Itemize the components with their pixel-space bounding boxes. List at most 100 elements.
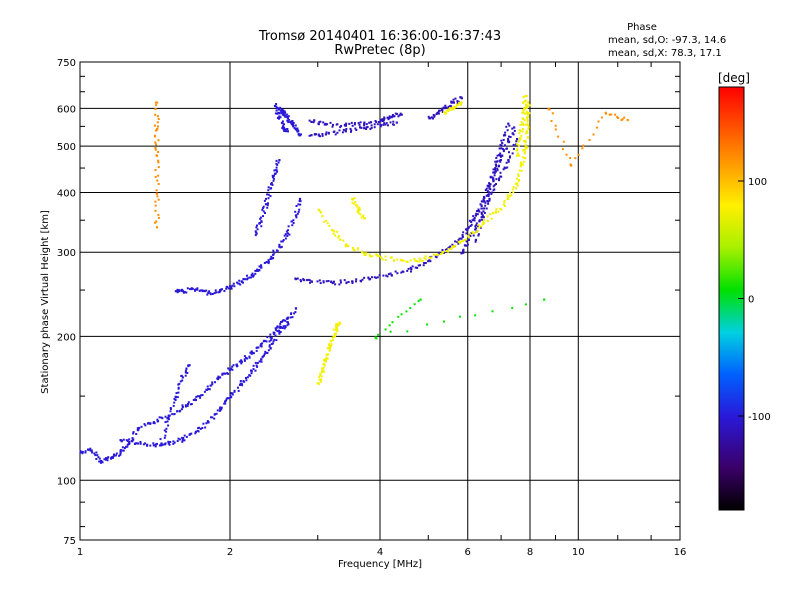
- trace-point: [174, 399, 177, 401]
- trace-point: [391, 321, 394, 324]
- trace-point: [104, 457, 107, 460]
- trace-point: [498, 179, 500, 182]
- trace-point: [518, 154, 521, 157]
- data-point: [380, 119, 383, 122]
- data-point: [174, 396, 177, 399]
- data-point: [286, 232, 289, 235]
- data-point: [374, 336, 377, 339]
- trace-point: [517, 140, 520, 143]
- data-point: [380, 256, 383, 259]
- trace-point: [477, 234, 480, 237]
- data-point: [474, 238, 477, 241]
- trace-point: [361, 251, 364, 254]
- trace-point: [458, 237, 461, 240]
- trace-point: [375, 276, 378, 279]
- trace-point: [273, 338, 276, 341]
- trace-point: [263, 353, 266, 356]
- data-point: [324, 123, 327, 126]
- trace-point: [257, 346, 260, 349]
- trace-point: [358, 206, 361, 209]
- trace-point: [121, 446, 124, 449]
- trace-point: [518, 169, 521, 172]
- trace-point: [493, 184, 496, 187]
- trace-point: [343, 279, 346, 282]
- trace-point: [491, 176, 494, 179]
- trace-point: [492, 180, 495, 183]
- trace-point: [353, 122, 356, 125]
- trace-point: [461, 234, 464, 236]
- trace-point: [144, 424, 147, 427]
- trace-point: [419, 264, 421, 267]
- data-point: [478, 220, 481, 223]
- trace-point: [254, 234, 257, 237]
- trace-point: [266, 206, 269, 209]
- trace-point: [522, 96, 525, 99]
- trace-point: [282, 128, 285, 131]
- data-point: [119, 451, 122, 454]
- trace-point: [267, 349, 270, 352]
- trace-point: [291, 224, 294, 227]
- trace-point: [462, 248, 465, 251]
- data-point: [494, 163, 497, 166]
- trace-point: [516, 152, 519, 155]
- data-point: [516, 138, 519, 141]
- trace-point: [164, 434, 167, 437]
- trace-point: [517, 173, 520, 176]
- trace-point: [486, 190, 489, 193]
- data-point: [527, 101, 530, 104]
- trace-point: [157, 213, 160, 216]
- trace-point: [285, 115, 288, 118]
- trace-point: [191, 287, 194, 290]
- trace-point: [183, 439, 186, 442]
- trace-point: [391, 114, 394, 116]
- trace-point: [376, 276, 379, 279]
- trace-point: [370, 121, 373, 124]
- trace-point: [371, 255, 374, 258]
- trace-point: [427, 115, 430, 118]
- trace-point: [463, 244, 466, 247]
- trace-point: [511, 188, 514, 191]
- trace-point: [295, 216, 298, 219]
- data-point: [395, 121, 398, 124]
- trace-point: [267, 262, 270, 265]
- data-point: [436, 111, 439, 114]
- trace-point: [286, 317, 289, 320]
- trace-point: [522, 101, 524, 104]
- trace-point: [492, 171, 495, 174]
- data-point: [294, 128, 298, 131]
- trace-point: [473, 217, 476, 219]
- trace-point: [283, 327, 286, 330]
- data-point: [467, 226, 470, 229]
- trace-point: [91, 451, 94, 454]
- trace-point: [175, 392, 178, 395]
- y-axis-title: Stationary phase Virtual Height [km]: [40, 210, 51, 394]
- data-point: [524, 94, 527, 98]
- data-point: [286, 316, 289, 319]
- trace-point: [194, 432, 197, 435]
- trace-point: [468, 219, 471, 222]
- data-point: [419, 259, 422, 262]
- trace-point: [267, 259, 270, 262]
- chart-title-line-2: RwPretec (8p): [334, 43, 425, 58]
- trace-point: [226, 372, 229, 375]
- data-point: [507, 140, 510, 143]
- trace-point: [485, 194, 488, 197]
- trace-point: [451, 246, 454, 249]
- trace-point: [456, 102, 459, 104]
- data-point: [273, 172, 277, 175]
- trace-point: [166, 420, 169, 423]
- trace-point: [333, 230, 336, 233]
- trace-point: [155, 143, 158, 146]
- data-point: [467, 238, 470, 241]
- data-point: [428, 259, 431, 262]
- trace-point: [223, 402, 226, 405]
- trace-point: [621, 118, 624, 121]
- trace-point: [221, 288, 223, 291]
- trace-point: [486, 193, 489, 196]
- trace-point: [457, 240, 460, 243]
- trace-point: [322, 121, 325, 124]
- trace-point: [178, 290, 181, 293]
- trace-point: [450, 108, 453, 111]
- trace-point: [394, 112, 397, 115]
- trace-point: [524, 303, 527, 306]
